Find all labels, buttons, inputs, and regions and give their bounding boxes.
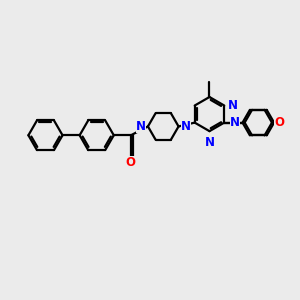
Text: N: N — [205, 136, 214, 149]
Text: O: O — [274, 116, 284, 129]
Text: N: N — [230, 116, 240, 129]
Text: N: N — [181, 120, 191, 133]
Text: N: N — [136, 120, 146, 133]
Text: N: N — [228, 99, 238, 112]
Text: O: O — [126, 156, 136, 169]
